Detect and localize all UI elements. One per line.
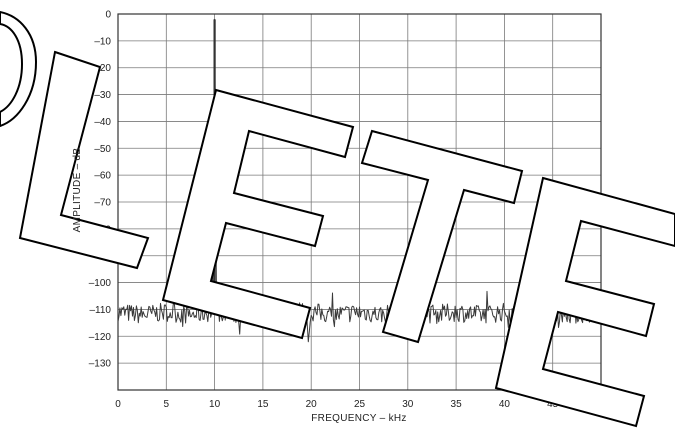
watermark-letter-l [20,52,148,268]
watermark-letter-o [0,12,36,126]
x-tick-label: 10 [209,399,221,410]
x-tick-label: 15 [257,399,269,410]
x-tick-label: 20 [306,399,318,410]
x-axis-title: FREQUENCY – kHz [311,413,406,424]
watermark-letter-e2 [496,178,675,426]
x-tick-label: 0 [115,399,121,410]
y-tick-label: –40 [94,117,111,128]
y-tick-label: –110 [89,305,111,316]
x-axis-tick-labels: 05101520253035404550 [115,399,607,410]
y-axis-title: AMPLITUDE – dB [72,148,83,233]
x-tick-label: 35 [451,399,463,410]
y-tick-label: –100 [89,278,112,289]
y-tick-label: –10 [94,36,111,47]
y-tick-label: –70 [94,198,111,209]
y-tick-label: –30 [94,90,111,101]
y-tick-label: –60 [94,171,111,182]
y-tick-label: –130 [89,359,112,370]
y-tick-label: –50 [94,144,111,155]
y-tick-label: 0 [105,10,111,21]
watermark-letter-e1 [163,90,353,338]
y-tick-label: –120 [89,332,112,343]
x-tick-label: 5 [164,399,170,410]
x-tick-label: 30 [402,399,414,410]
x-tick-label: 25 [354,399,366,410]
x-tick-label: 40 [499,399,511,410]
